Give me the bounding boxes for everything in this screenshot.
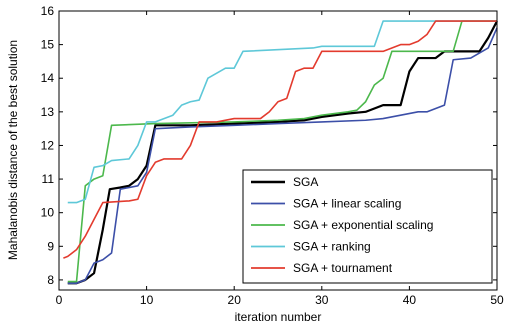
x-tick-label: 40 <box>403 293 417 307</box>
ticks: 0 10 20 30 40 50 8 9 10 11 12 13 14 15 16 <box>41 4 504 307</box>
y-tick-label: 12 <box>41 138 55 152</box>
series-line-5 <box>63 20 497 259</box>
x-tick-label: 30 <box>315 293 329 307</box>
y-tick-label: 16 <box>41 4 55 18</box>
y-axis-label: Mahalanobis distance of the best solutio… <box>6 40 20 260</box>
legend-label-4: SGA + ranking <box>293 240 371 254</box>
legend: SGA SGA + linear scaling SGA + exponential… <box>242 169 493 284</box>
y-tick-label: 9 <box>47 239 54 253</box>
x-tick-label: 50 <box>490 293 504 307</box>
series-layer <box>63 20 498 285</box>
legend-label-1: SGA <box>293 175 318 189</box>
y-tick-label: 10 <box>41 206 55 220</box>
series-line-1 <box>67 20 498 285</box>
series-line-4 <box>67 20 497 204</box>
y-tick-label: 13 <box>41 105 55 119</box>
y-tick-label: 8 <box>47 273 54 287</box>
legend-label-2: SGA + linear scaling <box>293 197 401 211</box>
y-tick-label: 11 <box>42 172 55 186</box>
x-tick-label: 10 <box>140 293 154 307</box>
series-line-3 <box>67 20 497 283</box>
legend-label-5: SGA + tournament <box>293 261 393 275</box>
legend-label-3: SGA + exponential scaling <box>293 218 433 232</box>
axes-box <box>58 10 498 291</box>
legend-box <box>242 169 493 284</box>
y-tick-label: 14 <box>41 71 55 85</box>
x-tick-label: 0 <box>56 293 63 307</box>
series-line-2 <box>67 27 498 285</box>
x-axis-label: iteration number <box>235 310 322 324</box>
y-tick-label: 15 <box>41 38 55 52</box>
axes <box>58 10 498 291</box>
x-tick-label: 20 <box>228 293 242 307</box>
